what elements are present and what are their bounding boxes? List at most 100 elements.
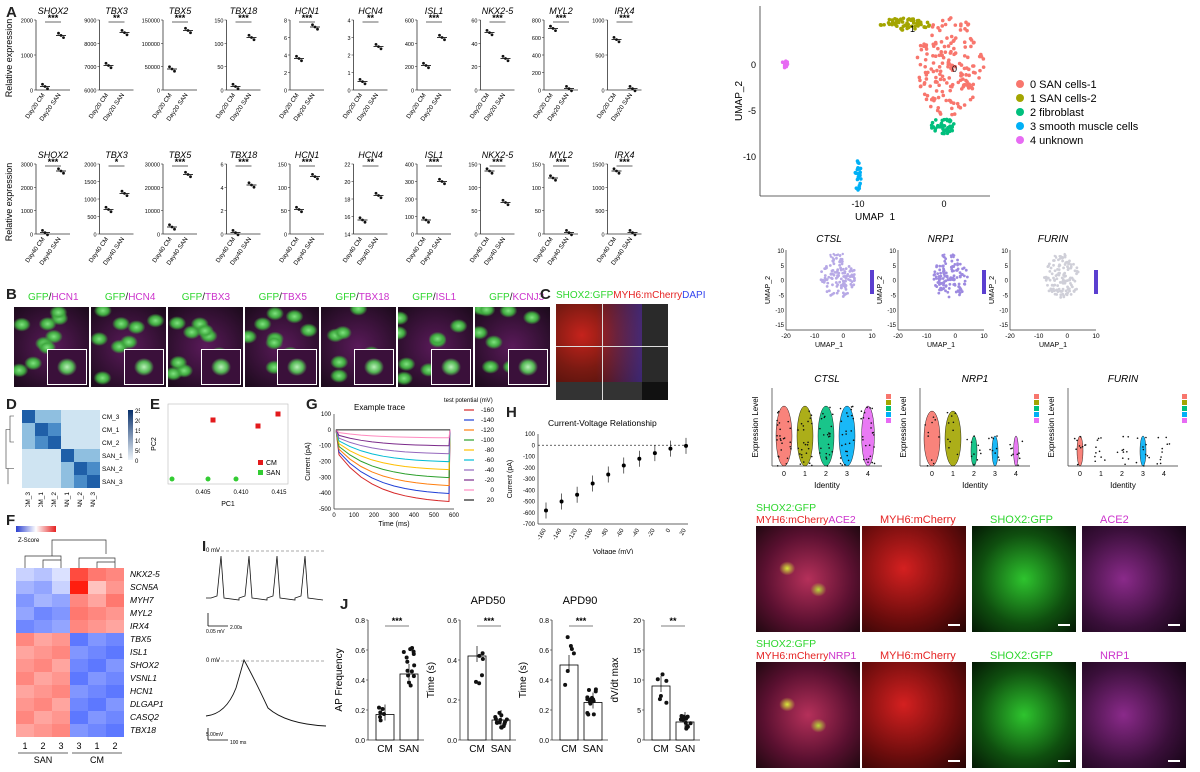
feature-cell: [1062, 279, 1066, 283]
x-tick-label: -60: [616, 527, 626, 538]
violin-point: [785, 462, 788, 465]
feature-cell: [839, 284, 843, 287]
umap-cell: [930, 33, 934, 38]
violin-point: [789, 427, 792, 430]
data-point: [422, 61, 425, 65]
y-tick-label: 2000: [21, 19, 33, 25]
umap-cell: [935, 68, 939, 73]
feature-cell: [1049, 266, 1053, 270]
gene-title: MYL2: [549, 150, 573, 160]
feature-cell: [827, 275, 831, 279]
umap-cell: [964, 73, 968, 77]
data-point: [617, 171, 621, 175]
trace--140: [335, 429, 451, 495]
data-point: [123, 192, 126, 195]
violin-point: [1016, 453, 1019, 456]
violin-point: [927, 435, 930, 437]
umap-cell: [946, 44, 951, 48]
violin-point: [776, 434, 778, 437]
data-point: [411, 674, 416, 679]
feature-cell: [958, 274, 962, 278]
violin-point: [860, 417, 862, 420]
x-tick-label: SAN: [491, 744, 512, 755]
y-tick-label: 1: [347, 71, 350, 77]
umap-cell: [930, 126, 934, 130]
y-tick-label: 18: [344, 198, 350, 204]
feature-cell: [852, 268, 856, 272]
feature-cell: [844, 288, 848, 291]
feature-cell: [961, 273, 964, 276]
x-tick-label: -20: [647, 527, 657, 538]
umap-cell: [859, 177, 863, 181]
data-point: [361, 80, 364, 83]
umap-cell: [968, 36, 973, 41]
y-tick-label: -500: [523, 500, 536, 506]
x-tick-label: 10: [868, 333, 876, 340]
umap-cell: [936, 105, 941, 110]
y-tick-label: -15: [775, 323, 784, 329]
channel-separator: /: [355, 292, 359, 303]
data-point: [440, 180, 444, 183]
data-point: [664, 678, 669, 683]
heatmap-cell: [88, 698, 106, 711]
violin-point: [787, 420, 790, 423]
data-point: [631, 87, 634, 90]
gene-label: TBX18: [130, 725, 156, 735]
x-tick-label: 0: [941, 199, 946, 209]
feature-cell: [933, 273, 937, 276]
row-label: SAN_3: [102, 479, 123, 486]
y-tick-label: 30000: [145, 163, 160, 169]
umap-cell: [900, 28, 904, 32]
feature-cell: [849, 268, 853, 271]
violin-point: [996, 435, 998, 437]
gene-label: SHOX2: [130, 660, 159, 670]
feature-cell: [841, 279, 845, 283]
micrograph-1: [90, 307, 166, 387]
channel-green-label: GFP: [104, 292, 126, 303]
heatmap-cell: [70, 646, 88, 659]
umap-cell: [942, 77, 946, 82]
violin-point: [825, 452, 828, 455]
violin-point: [932, 416, 935, 418]
violin-point: [995, 447, 998, 450]
umap-cell: [945, 81, 949, 85]
feature-cell: [1062, 266, 1065, 270]
g-title: Example trace: [354, 403, 406, 412]
feature-cell: [1046, 276, 1050, 280]
inset-zoom: [277, 349, 318, 385]
feature-cell: [1067, 261, 1071, 265]
feature-cell: [955, 276, 959, 279]
heatmap-cell: [70, 685, 88, 698]
umap-cell: [934, 89, 939, 93]
feature-cell: [844, 267, 848, 271]
feature-cell: [1061, 287, 1065, 291]
x-label: UMAP_1: [815, 342, 843, 349]
legend-title: Z-Score: [18, 538, 40, 544]
violin-point: [932, 462, 935, 465]
feature-cell: [962, 274, 966, 278]
y-tick-label: 600: [532, 36, 541, 42]
x-tick-label: 0: [665, 527, 672, 533]
feature-cell: [840, 260, 844, 263]
y-tick-label: 2: [220, 209, 223, 215]
violin-point: [1079, 446, 1082, 449]
y-tick-label: 500: [87, 215, 96, 221]
violin-point: [949, 440, 951, 443]
violin-title: FURIN: [1108, 374, 1139, 385]
legend-label: 3 smooth muscle cells: [1030, 121, 1139, 133]
feature-cell: [947, 286, 951, 290]
heatmap-cell: [106, 607, 124, 620]
heatmap-cell: [16, 568, 34, 581]
feature-cell: [1060, 255, 1064, 259]
feature-cell: [1054, 274, 1058, 278]
san-point: [169, 476, 175, 482]
violin-point: [846, 454, 848, 457]
violin-point: [862, 438, 864, 441]
heatmap-cell: [106, 698, 124, 711]
heatmap-cell: [35, 462, 48, 475]
feature-cell: [843, 275, 847, 278]
umap-cell: [963, 45, 968, 49]
umap-cell: [918, 62, 923, 67]
feature-cell: [1053, 283, 1057, 287]
panel-label-g: G: [306, 396, 318, 413]
